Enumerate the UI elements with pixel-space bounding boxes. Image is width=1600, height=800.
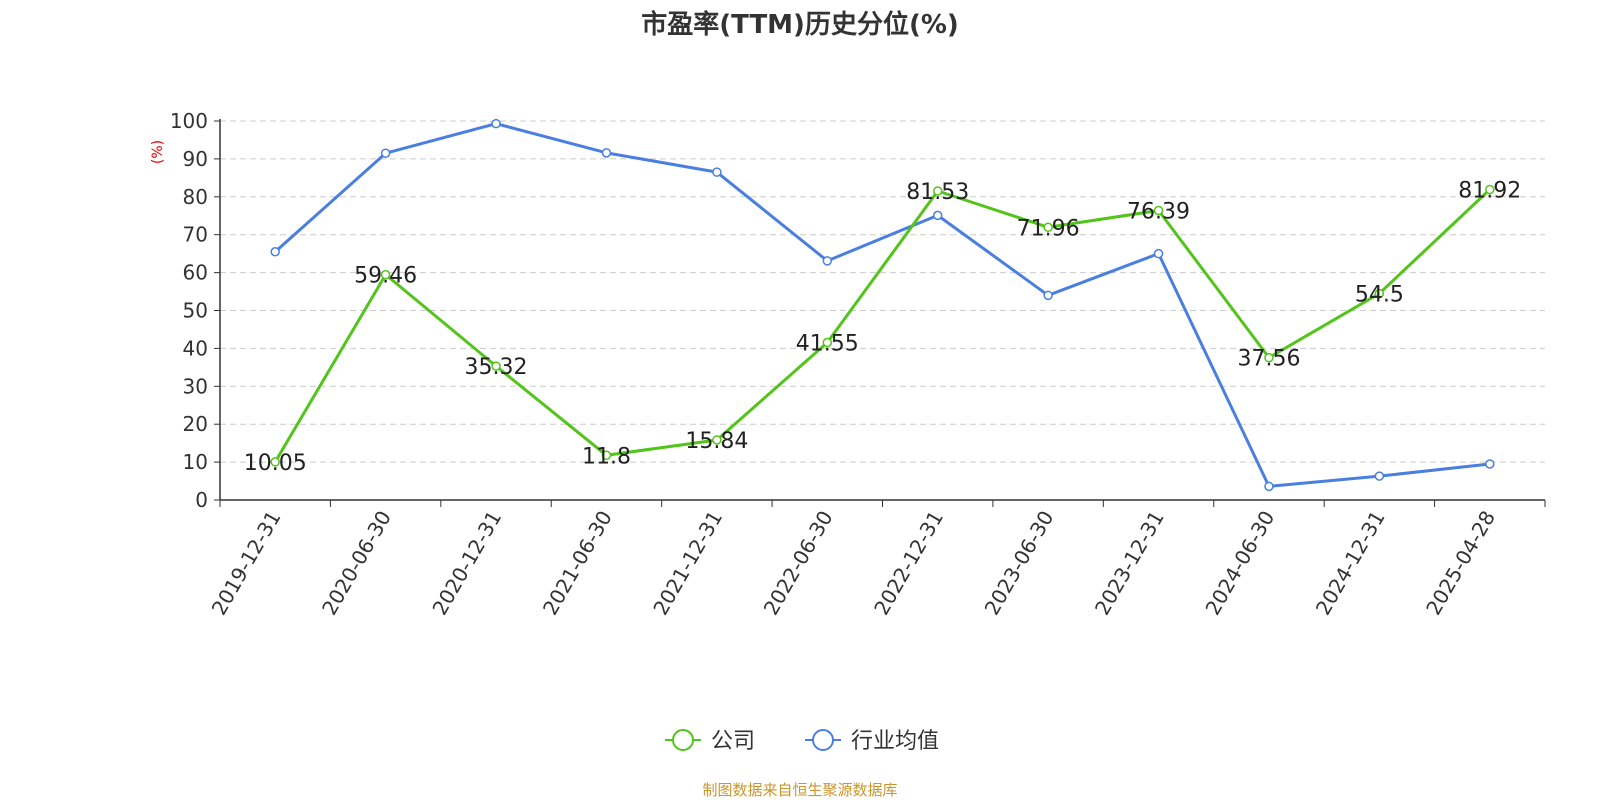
series-line-1 xyxy=(274,122,1490,488)
x-tick-label: 2021-12-31 xyxy=(648,507,727,620)
data-label: 35.32 xyxy=(465,355,528,380)
data-point[interactable] xyxy=(491,361,501,371)
x-tick-label: 2022-06-30 xyxy=(759,507,838,620)
grid-lines xyxy=(220,120,1545,463)
y-tick-label: 60 xyxy=(183,261,208,285)
data-label: 41.55 xyxy=(796,332,859,357)
data-point[interactable] xyxy=(1374,471,1385,481)
x-tick-label: 2022-12-31 xyxy=(869,506,948,619)
data-label: 54.5 xyxy=(1355,282,1404,307)
y-tick-label: 50 xyxy=(183,299,208,323)
y-tick-label: 90 xyxy=(183,147,208,171)
data-point[interactable] xyxy=(712,167,722,177)
data-point[interactable] xyxy=(712,435,722,445)
data-labels: 10.05 59.46 35.32 11.8 15.84 41.55 81.53 71.96 7… xyxy=(244,179,1522,476)
data-point[interactable] xyxy=(1485,459,1495,469)
data-point[interactable] xyxy=(1485,184,1495,195)
legend[interactable]: 公司 行业均值 xyxy=(665,729,939,754)
y-tick-label: 80 xyxy=(183,185,208,209)
legend-marker-0 xyxy=(672,729,694,751)
source-note: 制图数据来自恒生聚源数据库 xyxy=(702,781,898,799)
data-point[interactable] xyxy=(1153,205,1164,216)
data-point[interactable] xyxy=(1043,290,1053,301)
data-point[interactable] xyxy=(270,247,280,257)
y-tick-label: 100 xyxy=(170,109,208,133)
data-point[interactable] xyxy=(1153,248,1164,259)
data-point[interactable] xyxy=(822,337,833,348)
data-point[interactable] xyxy=(1043,222,1053,233)
x-tick-label: 2020-06-30 xyxy=(317,507,396,620)
series-line-0 xyxy=(273,188,1491,463)
x-tick-label: 2020-12-31 xyxy=(427,506,506,619)
data-point[interactable] xyxy=(932,186,943,196)
data-label: 37.56 xyxy=(1237,347,1300,372)
y-tick-label: 20 xyxy=(183,412,208,436)
x-tick-label: 2024-06-30 xyxy=(1200,507,1279,620)
y-tick-label: 40 xyxy=(183,336,208,360)
y-axis-label: (%) xyxy=(150,140,166,164)
legend-label-1[interactable]: 行业均值 xyxy=(851,729,939,754)
x-tick-label: 2021-06-30 xyxy=(538,507,617,620)
y-tick-label: 30 xyxy=(183,374,208,398)
legend-marker-1 xyxy=(812,729,834,751)
chart-title: 市盈率(TTM)历史分位(%) xyxy=(641,9,959,40)
data-label: 81.53 xyxy=(906,180,969,205)
data-label: 15.84 xyxy=(685,429,748,454)
x-tick-label: 2023-06-30 xyxy=(980,507,1059,620)
data-point[interactable] xyxy=(1264,481,1274,492)
legend-label-0[interactable]: 公司 xyxy=(711,729,755,754)
data-label: 81.92 xyxy=(1458,179,1521,204)
x-tick-label: 2025-04-28 xyxy=(1421,507,1500,620)
data-label: 10.05 xyxy=(244,451,307,476)
data-label: 11.8 xyxy=(582,444,631,469)
x-tick-label: 2023-12-31 xyxy=(1090,507,1169,620)
data-point[interactable] xyxy=(270,457,280,467)
y-tick-label: 0 xyxy=(195,488,208,512)
data-label: 76.39 xyxy=(1127,199,1190,224)
y-tick-label: 70 xyxy=(183,223,208,247)
data-point[interactable] xyxy=(601,148,612,158)
data-label: 59.46 xyxy=(354,264,417,289)
data-point[interactable] xyxy=(601,450,612,461)
y-tick-label: 10 xyxy=(183,450,208,474)
series-layer xyxy=(270,118,1495,492)
axes: 0 10 20 30 40 50 60 70 80 90 100 2019-12-31 2020-06-… xyxy=(170,109,1546,620)
data-point[interactable] xyxy=(380,269,391,280)
data-point[interactable] xyxy=(380,148,391,158)
data-label: 71.96 xyxy=(1017,216,1080,241)
x-tick-label: 2019-12-31 xyxy=(207,507,286,620)
data-point[interactable] xyxy=(491,118,501,129)
data-point[interactable] xyxy=(1264,352,1274,363)
x-tick-label: 2024-12-31 xyxy=(1311,507,1390,620)
data-point[interactable] xyxy=(822,256,833,266)
data-point[interactable] xyxy=(932,210,943,221)
data-point[interactable] xyxy=(1374,288,1385,299)
